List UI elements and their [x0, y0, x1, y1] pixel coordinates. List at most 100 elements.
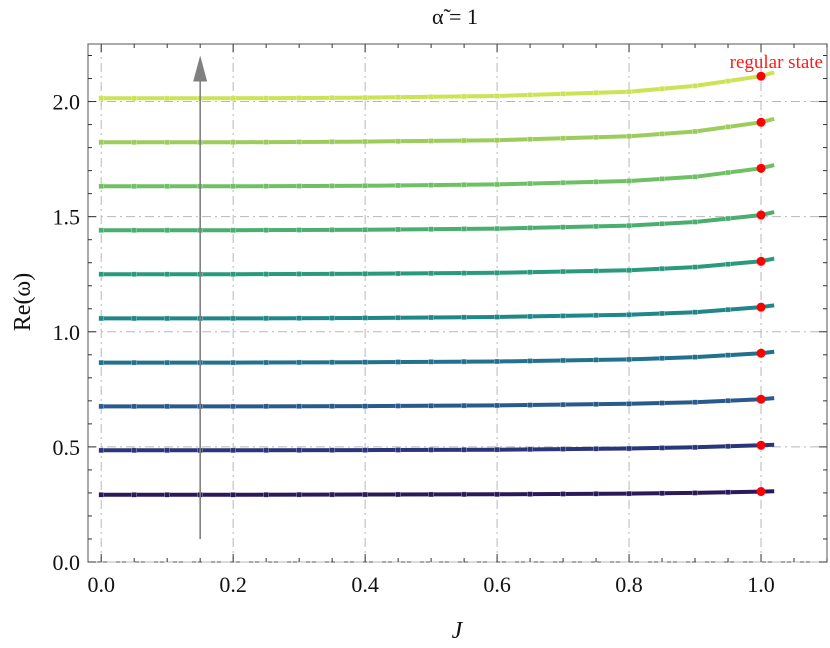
series-marker: [725, 124, 731, 130]
series-marker: [329, 491, 335, 498]
series-marker: [626, 222, 632, 229]
series-marker: [560, 268, 566, 275]
series-marker: [494, 358, 500, 365]
regular-state-point: [756, 210, 766, 220]
series-marker: [98, 403, 104, 410]
series-marker: [560, 91, 566, 97]
series-marker: [659, 310, 665, 317]
series-marker: [329, 138, 335, 145]
series-marker: [395, 226, 401, 233]
series-marker: [164, 227, 170, 234]
series-marker: [692, 128, 698, 135]
series-marker: [263, 227, 269, 233]
series-marker: [725, 397, 731, 404]
series-marker: [461, 181, 467, 188]
series-marker: [428, 270, 434, 277]
series-marker: [560, 313, 566, 319]
x-tick-label: 0.2: [219, 572, 247, 597]
series-marker: [428, 447, 434, 453]
series-marker: [626, 490, 632, 497]
series-marker: [164, 491, 170, 498]
series-marker: [725, 78, 731, 84]
series-marker: [692, 444, 698, 451]
regular-state-label: regular state: [730, 52, 823, 73]
series-marker: [296, 227, 302, 233]
series-marker: [395, 403, 401, 409]
series-marker: [560, 135, 566, 142]
y-axis-title: Re(ω): [10, 273, 36, 331]
series-marker: [494, 446, 500, 453]
series-marker: [527, 180, 533, 187]
series-marker: [626, 133, 632, 140]
series-marker: [461, 137, 467, 144]
series-marker: [659, 265, 665, 272]
series-marker: [626, 445, 632, 452]
series-marker: [725, 261, 731, 268]
series-marker: [593, 268, 599, 274]
series-marker: [395, 270, 401, 277]
series-marker: [164, 139, 170, 146]
series-marker: [494, 225, 500, 232]
series-marker: [560, 446, 566, 452]
series-marker: [362, 94, 368, 101]
series-marker: [329, 227, 335, 233]
series-marker: [164, 271, 170, 278]
regular-state-point: [756, 117, 766, 127]
series-marker: [461, 358, 467, 365]
regular-state-point: [756, 71, 766, 81]
series-marker: [395, 314, 401, 321]
arrow-head: [193, 55, 208, 82]
plot-area: [87, 43, 828, 563]
series-marker: [626, 311, 632, 318]
series-marker: [98, 183, 104, 190]
series-marker: [494, 93, 500, 99]
series-marker: [461, 270, 467, 276]
series-marker: [296, 271, 302, 277]
series-marker: [395, 447, 401, 453]
series-marker: [428, 94, 434, 100]
series-marker: [395, 138, 401, 145]
series-marker: [560, 491, 566, 497]
series-marker: [131, 95, 137, 102]
series-marker: [98, 95, 104, 102]
x-tick-label: 0.6: [483, 572, 511, 597]
series-marker: [692, 399, 698, 406]
regular-state-point: [756, 163, 766, 173]
series-marker: [461, 402, 467, 409]
series-marker: [131, 271, 137, 278]
series-marker: [98, 315, 104, 322]
series-marker: [560, 179, 566, 186]
series-marker: [362, 447, 368, 453]
series-marker: [131, 315, 137, 322]
series-marker: [362, 183, 368, 189]
series-marker: [659, 400, 665, 406]
series-marker: [428, 314, 434, 321]
series-marker: [725, 169, 731, 176]
regular-state-point: [756, 394, 766, 404]
series-marker: [362, 315, 368, 321]
series-marker: [527, 358, 533, 364]
series-marker: [98, 227, 104, 234]
series-marker: [164, 447, 170, 454]
regular-state-points: [756, 71, 766, 497]
series-marker: [164, 403, 170, 410]
series-marker: [527, 92, 533, 98]
series-marker: [692, 309, 698, 316]
series-marker: [329, 271, 335, 277]
series-marker: [296, 95, 302, 101]
series-marker: [428, 402, 434, 409]
series-marker: [329, 183, 335, 189]
series-marker: [428, 491, 434, 498]
regular-state-point: [756, 302, 766, 312]
series-marker: [362, 403, 368, 409]
y-tick-label: 1.5: [53, 205, 81, 230]
series-marker: [461, 446, 467, 453]
series-marker: [98, 359, 104, 366]
series-marker: [296, 183, 302, 189]
series-marker: [98, 139, 104, 146]
series-marker: [230, 95, 236, 102]
series-marker: [362, 226, 368, 233]
series-marker: [461, 226, 467, 232]
series-marker: [659, 221, 665, 227]
series-marker: [230, 403, 236, 410]
